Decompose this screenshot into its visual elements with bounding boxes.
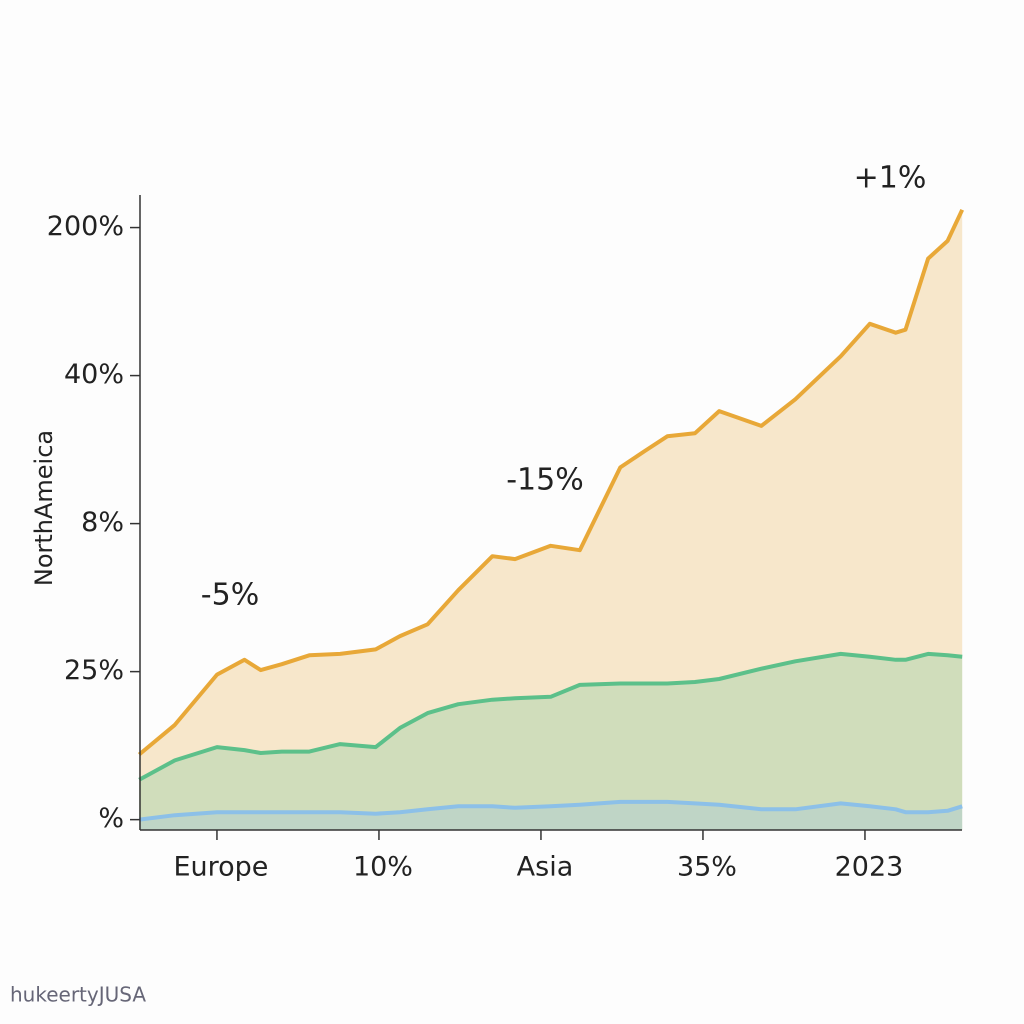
- area-fill: [139, 209, 963, 831]
- y-tick-label: 8%: [81, 507, 124, 538]
- y-tick-label: %: [98, 803, 124, 834]
- annotation: +1%: [854, 161, 927, 196]
- annotation: -15%: [506, 463, 584, 498]
- y-axis-label: NorthAmeica: [30, 430, 58, 586]
- x-tick-label: Asia: [517, 852, 574, 883]
- plot: [137, 208, 965, 831]
- area-line: [138, 651, 963, 782]
- y-tick-label: 25%: [64, 655, 124, 686]
- y-tick-label: 40%: [64, 359, 124, 390]
- area-line: [137, 208, 965, 757]
- x-tick-label: 10%: [353, 852, 413, 883]
- y-tick-label: 200%: [47, 211, 124, 242]
- area-line: [138, 799, 963, 822]
- area-fill: [139, 653, 963, 830]
- annotation: -5%: [201, 578, 259, 613]
- x-tick-label: Europe: [173, 852, 268, 883]
- x-tick-label: 35%: [677, 852, 737, 883]
- x-tick-label: 2023: [835, 852, 904, 883]
- watermark: hukeertyJUSA: [10, 983, 146, 1007]
